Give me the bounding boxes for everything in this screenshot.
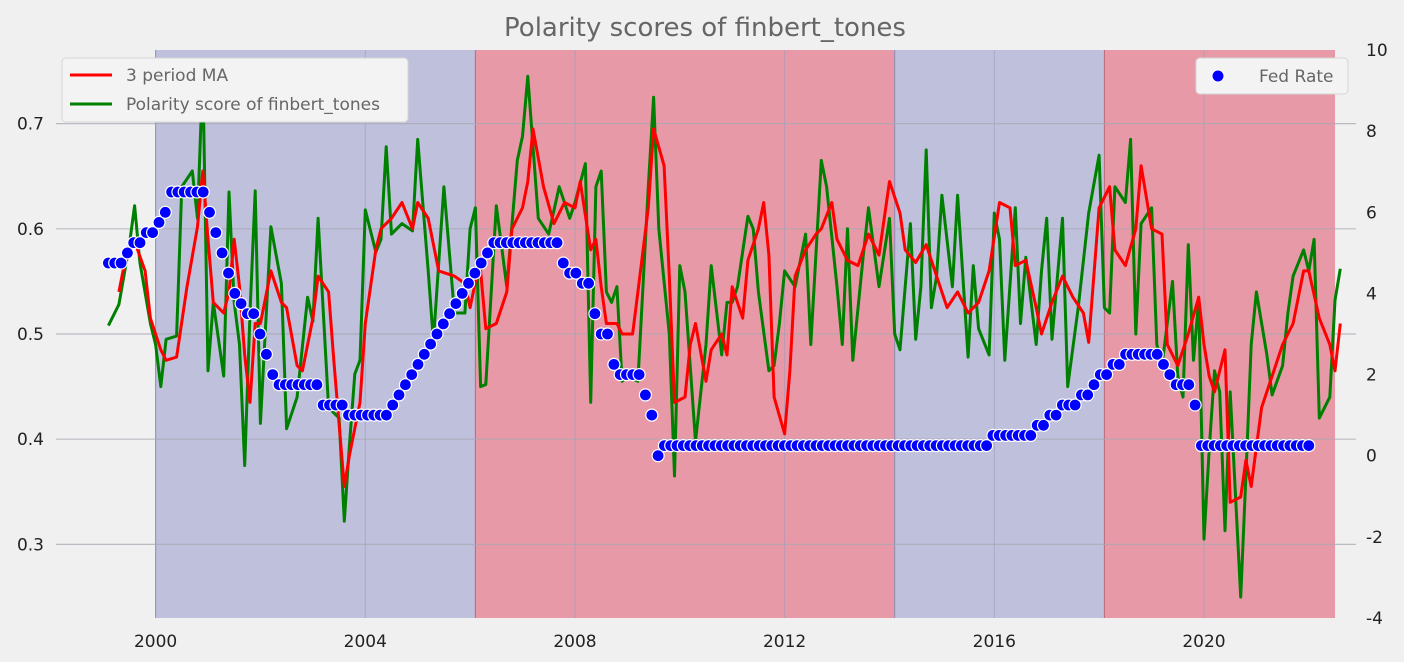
fed-rate-point (120, 246, 135, 260)
legend-fed-rate-label: Fed Rate (1259, 67, 1333, 87)
fed-rate-point (202, 205, 217, 219)
fed-rate-point (1163, 368, 1177, 382)
fed-rate-point (645, 408, 659, 422)
fed-rate-point (335, 398, 349, 412)
fed-rate-point (569, 266, 583, 280)
fed-rate-point (1024, 428, 1038, 442)
y-right-tick-label-5: 6 (1366, 203, 1377, 223)
fed-rate-point (556, 256, 570, 270)
fed-rate-point (1302, 439, 1316, 453)
fed-rate-point (607, 357, 621, 371)
series-lines (107, 69, 1342, 599)
y-right-tick-label-2: 0 (1366, 447, 1377, 467)
fed-rate-point (430, 327, 444, 341)
fed-rate-point (310, 378, 324, 392)
fed-rate-point (209, 226, 223, 240)
fed-rate-point (411, 357, 425, 371)
fed-rate-point (405, 368, 419, 382)
y-right-tick-label-1: -2 (1366, 528, 1383, 548)
fed-rate-point (146, 226, 160, 240)
fed-rate-point (443, 307, 457, 321)
fed-rate-point (247, 307, 261, 321)
fed-rate-point (550, 236, 564, 250)
fed-rate-point (196, 185, 210, 199)
fed-rate-point (379, 408, 393, 422)
y-right-tick-label-3: 2 (1366, 366, 1377, 386)
fed-rate-point (228, 286, 242, 300)
legend-left-box (61, 57, 409, 123)
fed-rate-point (1049, 408, 1063, 422)
y-right-tick-label-6: 8 (1366, 122, 1377, 142)
x-tick-label-2: 2008 (553, 632, 596, 652)
fed-rate-point (1081, 388, 1095, 402)
fed-rate-point (1188, 398, 1202, 412)
ma-line (117, 127, 1342, 504)
y-left-tick-label-4: 0.7 (17, 115, 44, 135)
fed-rate-point (1150, 347, 1164, 361)
legend-polarity-label: Polarity score of finbert_tones (126, 95, 380, 115)
legend-fed-rate-swatch (1211, 69, 1225, 83)
legend-right: Fed Rate (1195, 57, 1349, 95)
fed-rate-point (480, 246, 495, 260)
y-right-tick-label-0: -4 (1366, 609, 1383, 629)
x-tick-label-4: 2016 (973, 632, 1016, 652)
fed-rate-point (158, 205, 172, 219)
fed-rate-point (651, 449, 665, 463)
x-tick-label-5: 2020 (1182, 632, 1225, 652)
y-left-tick-label-2: 0.5 (17, 325, 44, 345)
x-tick-label-0: 2000 (134, 632, 177, 652)
chart-title: Polarity scores of finbert_tones (504, 13, 906, 43)
fed-rate-point (1099, 368, 1114, 382)
fed-rate-point (1112, 357, 1126, 371)
fed-rate-point (581, 276, 596, 290)
fed-rate-point (386, 398, 400, 412)
fed-rate-point (588, 307, 602, 321)
fed-rate-point (461, 276, 476, 290)
y-right-tick-label-7: 10 (1366, 41, 1388, 61)
fed-rate-point (133, 236, 147, 250)
y-left-tick-label-3: 0.6 (17, 220, 44, 240)
fed-rate-point (1068, 398, 1082, 412)
legend-ma-label: 3 period MA (126, 66, 228, 86)
y-left-tick-label-1: 0.4 (17, 430, 44, 450)
fed-rate-points (101, 185, 1316, 463)
fed-rate-point (638, 388, 653, 402)
fed-rate-point (600, 327, 615, 341)
fed-rate-point (266, 368, 280, 382)
fed-rate-point (234, 297, 248, 311)
fed-rate-point (114, 256, 128, 270)
fed-rate-point (1156, 357, 1171, 371)
fed-rate-point (455, 286, 469, 300)
fed-rate-point (424, 337, 438, 351)
fed-rate-point (632, 368, 646, 382)
fed-rate-point (436, 317, 450, 331)
fed-rate-point (449, 297, 463, 311)
fed-rate-point (152, 215, 166, 229)
fed-rate-point (398, 378, 412, 392)
fed-rate-point (221, 266, 236, 280)
fed-rate-point (474, 256, 488, 270)
legend-left: 3 period MA Polarity score of finbert_to… (61, 57, 409, 123)
fed-rate-point (1036, 418, 1051, 432)
fed-rate-point (468, 266, 482, 280)
fed-rate-point (253, 327, 267, 341)
legend-right-box (1195, 57, 1349, 95)
fed-rate-point (1182, 378, 1196, 392)
fed-rate-point (392, 388, 406, 402)
x-tick-label-1: 2004 (344, 632, 387, 652)
fed-rate-point (215, 246, 229, 260)
fed-rate-point (979, 439, 994, 453)
y-left-tick-label-0: 0.3 (17, 535, 44, 555)
tick-labels: 2000 2004 2008 2012 2016 2020 0.3 0.4 0.5 0.6 0.7 -… (17, 41, 1388, 652)
x-tick-label-3: 2012 (763, 632, 806, 652)
fed-rate-point (417, 347, 431, 361)
fed-rate-point (259, 347, 273, 361)
fed-rate-point (1087, 378, 1101, 392)
y-right-tick-label-4: 4 (1366, 284, 1377, 304)
